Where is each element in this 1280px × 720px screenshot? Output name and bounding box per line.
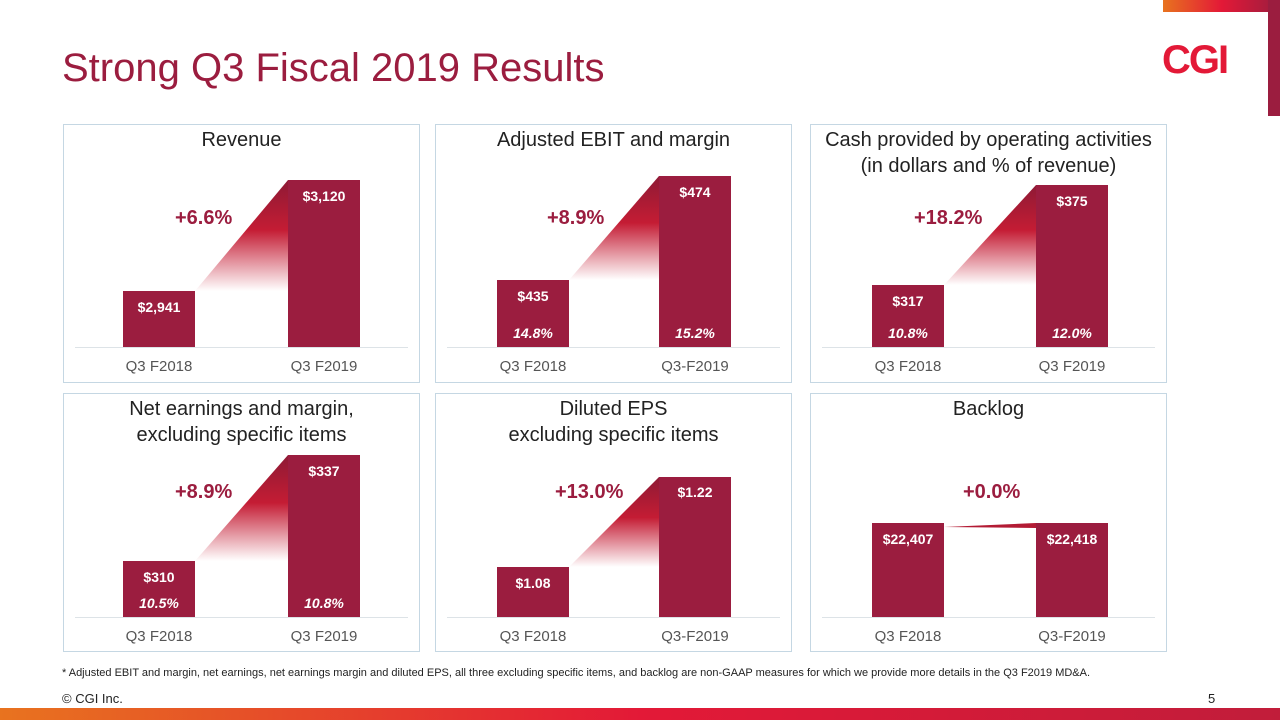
margin-label: 10.8% [304, 595, 344, 611]
chart-panel: Cash provided by operating activities (i… [810, 124, 1167, 383]
category-label: Q3 F2018 [125, 358, 193, 375]
bar-value-label: $3,120 [302, 188, 346, 204]
baseline [447, 617, 780, 618]
bar-value-label: $1.22 [677, 484, 713, 500]
margin-label: 10.8% [888, 325, 928, 341]
bar [123, 291, 195, 347]
category-label: Q3 F2018 [874, 628, 942, 645]
category-label: Q3 F2019 [1038, 358, 1106, 375]
page-number: 5 [1208, 691, 1216, 706]
bar [288, 180, 360, 347]
chart-panel: Diluted EPS excluding specific items [435, 393, 792, 652]
bar [123, 561, 195, 617]
bar-value-label: $474 [679, 184, 711, 200]
chart-panel: Net earnings and margin, excluding speci… [63, 393, 420, 652]
category-label: Q3-F2019 [661, 628, 729, 645]
margin-label: 15.2% [675, 325, 715, 341]
baseline [822, 347, 1155, 348]
margin-label: 12.0% [1052, 325, 1092, 341]
bar-value-label: $375 [1056, 193, 1088, 209]
bottom-bar [0, 708, 1280, 720]
bar-value-label: $337 [308, 463, 340, 479]
baseline [75, 617, 408, 618]
category-label: Q3 F2019 [290, 628, 358, 645]
page-title: Strong Q3 Fiscal 2019 Results [62, 46, 605, 90]
baseline [447, 347, 780, 348]
category-label: Q3-F2019 [1038, 628, 1106, 645]
bar [497, 567, 569, 617]
margin-label: 14.8% [513, 325, 553, 341]
chart-title: Adjusted EBIT and margin [496, 129, 731, 151]
baseline [75, 347, 408, 348]
decorative-bar [1163, 0, 1280, 12]
category-label: Q3 F2018 [125, 628, 193, 645]
bar [872, 285, 944, 347]
growth-label: +8.9% [547, 207, 605, 229]
category-label: Q3-F2019 [661, 358, 729, 375]
bar-value-label: $1.08 [515, 575, 551, 591]
growth-label: +0.0% [963, 481, 1021, 503]
copyright: © CGI Inc. [62, 691, 123, 706]
bar-value-label: $22,407 [882, 531, 934, 547]
growth-label: +13.0% [555, 481, 624, 503]
chart-title: Cash provided by operating activities (i… [825, 129, 1152, 177]
category-label: Q3 F2018 [499, 358, 567, 375]
bar [659, 176, 731, 347]
bar-value-label: $317 [892, 293, 924, 309]
bar-value-label: $310 [143, 569, 175, 585]
bar-value-label: $22,418 [1046, 531, 1098, 547]
category-label: Q3 F2018 [874, 358, 942, 375]
bar [1036, 523, 1108, 617]
bar-value-label: $2,941 [137, 299, 181, 315]
bar-value-label: $435 [517, 288, 549, 304]
bar [288, 455, 360, 617]
footnote: * Adjusted EBIT and margin, net earnings… [62, 667, 1091, 679]
chart-panel: Backlog [810, 393, 1167, 652]
category-label: Q3 F2019 [290, 358, 358, 375]
chart-panel: Adjusted EBIT and margin [435, 124, 792, 383]
cgi-logo: CGI [1162, 38, 1229, 82]
chart-panel: Revenue [63, 124, 420, 383]
bar [497, 280, 569, 347]
baseline [822, 617, 1155, 618]
growth-label: +8.9% [175, 481, 233, 503]
bar [872, 523, 944, 617]
chart-title: Revenue [201, 129, 282, 151]
chart-title: Diluted EPS excluding specific items [508, 398, 719, 446]
growth-label: +6.6% [175, 207, 233, 229]
margin-label: 10.5% [139, 595, 179, 611]
chart-title: Net earnings and margin, excluding speci… [129, 398, 354, 446]
decorative-bar [1268, 0, 1280, 116]
bar [659, 477, 731, 617]
chart-title: Backlog [952, 398, 1025, 420]
category-label: Q3 F2018 [499, 628, 567, 645]
bar [1036, 185, 1108, 347]
growth-label: +18.2% [914, 207, 983, 229]
